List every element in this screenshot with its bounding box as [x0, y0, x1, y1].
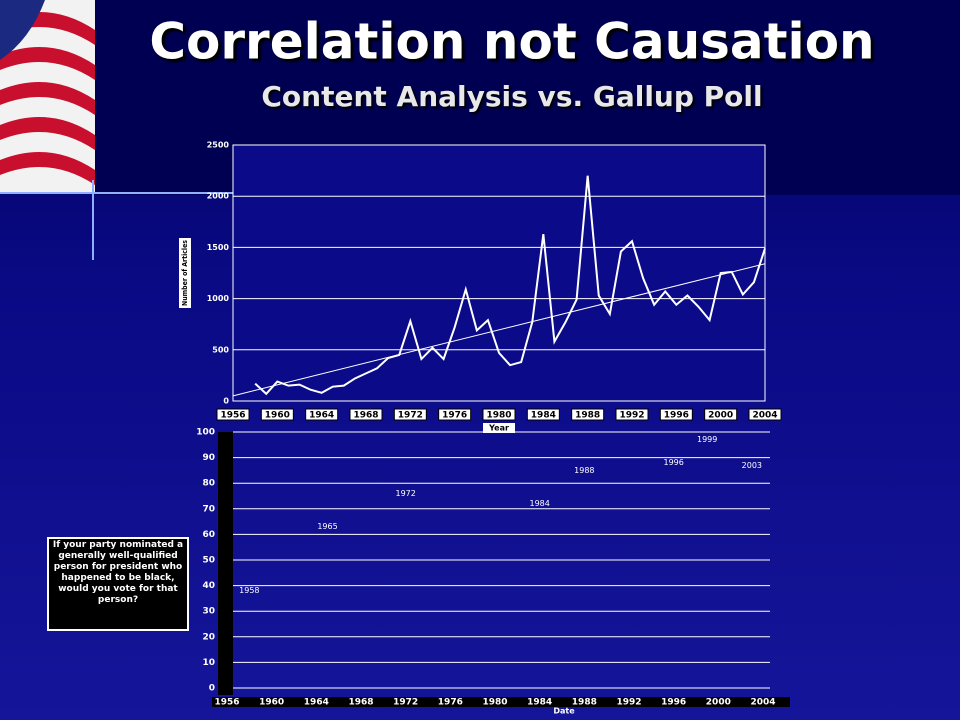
x-axis-label: Date — [553, 707, 575, 716]
plot-area — [232, 144, 766, 402]
data-label: 1999 — [697, 435, 717, 444]
y-tick-label: 80 — [202, 479, 215, 489]
x-tick-label: 1956 — [220, 411, 245, 421]
trend-line — [232, 263, 766, 397]
data-label: 1972 — [395, 489, 415, 498]
data-label: 2003 — [742, 461, 762, 470]
data-label: 1988 — [574, 466, 594, 475]
x-tick-label: 1960 — [265, 411, 290, 421]
axis-band — [212, 697, 790, 707]
x-tick-box — [615, 408, 649, 421]
x-axis-label: Year — [488, 424, 509, 433]
x-tick-label: 1996 — [664, 411, 689, 421]
x-tick-label: 1988 — [575, 411, 600, 421]
y-tick-label: 40 — [202, 581, 215, 591]
x-tick-label: 1956 — [214, 698, 239, 708]
x-tick-label: 2000 — [706, 698, 731, 708]
y-axis-label: If your party nominated a generally well… — [47, 537, 189, 631]
x-tick-label: 1968 — [353, 411, 378, 421]
y-tick-label: 70 — [202, 504, 215, 514]
flag — [0, 0, 95, 192]
x-label-box — [483, 423, 515, 433]
y-tick-label: 30 — [202, 607, 215, 617]
x-tick-box — [216, 408, 250, 421]
x-tick-label: 1980 — [482, 698, 507, 708]
y-axis-label: Number of Articles — [181, 240, 189, 306]
slide-subtitle: Content Analysis vs. Gallup Poll — [261, 80, 762, 113]
x-tick-label: 1984 — [531, 411, 556, 421]
x-tick-label: 2004 — [752, 411, 777, 421]
data-label: 1984 — [529, 499, 549, 508]
x-tick-label: 1968 — [348, 698, 373, 708]
x-tick-label: 1984 — [527, 698, 552, 708]
y-tick-label: 50 — [202, 556, 215, 566]
x-tick-label: 1988 — [572, 698, 597, 708]
y-label-box — [179, 238, 191, 308]
x-tick-label: 1976 — [438, 698, 463, 708]
y-tick-label: 1000 — [207, 294, 230, 303]
x-tick-label: 1992 — [619, 411, 644, 421]
x-tick-box — [349, 408, 383, 421]
y-tick-label: 2000 — [207, 192, 230, 201]
data-label: 1996 — [663, 458, 683, 467]
x-tick-box — [526, 408, 560, 421]
x-tick-box — [748, 408, 782, 421]
data-label: 1958 — [239, 586, 259, 595]
x-tick-label: 1992 — [616, 698, 641, 708]
x-tick-label: 1964 — [304, 698, 329, 708]
y-tick-label: 100 — [196, 428, 215, 438]
y-tick-label: 20 — [202, 632, 215, 642]
x-tick-label: 2004 — [750, 698, 775, 708]
data-line — [254, 175, 766, 396]
x-tick-label: 1980 — [486, 411, 511, 421]
y-tick-label: 2500 — [207, 141, 230, 150]
y-tick-label: 0 — [223, 397, 229, 406]
y-tick-label: 10 — [202, 658, 215, 668]
x-tick-box — [659, 408, 693, 421]
x-tick-box — [482, 408, 516, 421]
x-tick-box — [305, 408, 339, 421]
x-tick-box — [260, 408, 294, 421]
axis-band — [218, 432, 233, 695]
x-tick-label: 1964 — [309, 411, 334, 421]
y-tick-label: 1500 — [207, 243, 230, 252]
slide-title: Correlation not Causation — [149, 13, 874, 71]
x-tick-box — [438, 408, 472, 421]
y-tick-label: 500 — [212, 345, 229, 354]
data-label: 1965 — [317, 522, 337, 531]
y-tick-label: 0 — [209, 684, 215, 694]
x-tick-label: 1976 — [442, 411, 467, 421]
x-tick-box — [571, 408, 605, 421]
x-tick-label: 1960 — [259, 698, 284, 708]
x-tick-label: 1972 — [393, 698, 418, 708]
x-tick-label: 1972 — [398, 411, 423, 421]
x-tick-box — [704, 408, 738, 421]
y-tick-label: 60 — [202, 530, 215, 540]
x-tick-label: 2000 — [708, 411, 733, 421]
x-tick-box — [393, 408, 427, 421]
x-tick-label: 1996 — [661, 698, 686, 708]
y-tick-label: 90 — [202, 453, 215, 463]
